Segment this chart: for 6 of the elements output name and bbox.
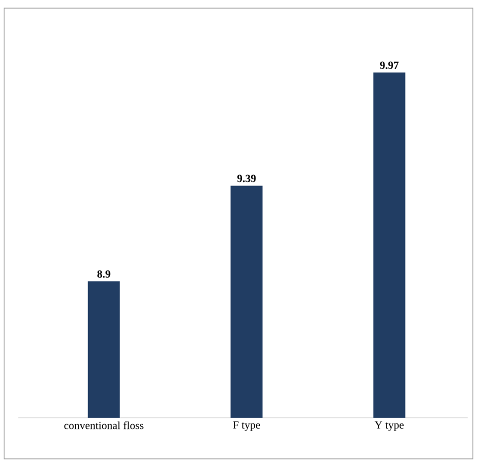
data-label: 9.97 — [380, 62, 399, 70]
x-tick-label: conventional floss — [64, 421, 144, 430]
data-label: 8.9 — [97, 270, 110, 278]
x-tick-label: F type — [233, 421, 260, 431]
data-label: 9.39 — [237, 174, 256, 182]
x-tick-label: Y type — [374, 421, 404, 431]
